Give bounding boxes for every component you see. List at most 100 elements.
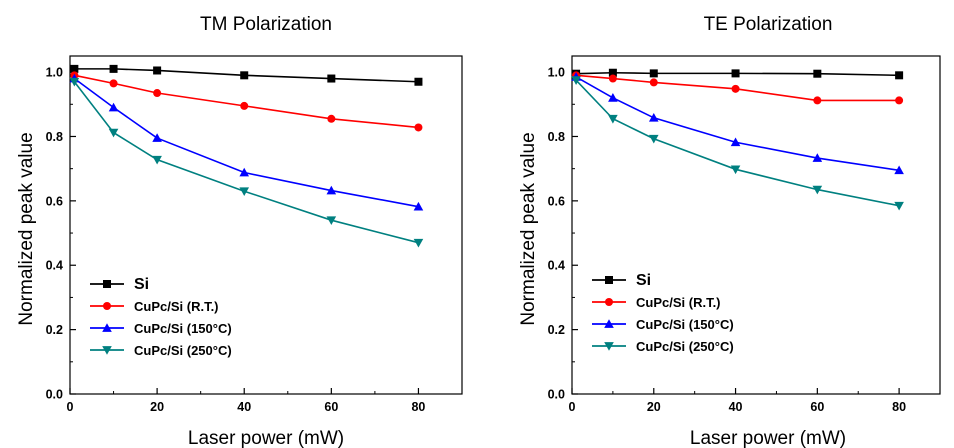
series-line-cupc-si-250-c (73, 81, 419, 244)
x-tick-label: 40 (729, 400, 743, 414)
data-point-cupc-si-250-c (648, 134, 659, 144)
x-tick-label: 40 (237, 400, 251, 414)
y-tick-label: 0.4 (46, 259, 63, 273)
x-tick-label: 20 (647, 400, 661, 414)
x-tick-label: 60 (810, 400, 824, 414)
chart-tm: TM Polarization Normalized peak value La… (16, 14, 463, 448)
data-point-si (731, 69, 740, 78)
series-line-si (74, 68, 419, 83)
data-point-cupc-si-250-c (326, 216, 337, 225)
legend-marker-cupc-si-250-c (102, 346, 112, 355)
data-point-cupc-si-150-c (152, 133, 162, 142)
data-point-si (327, 74, 336, 83)
data-point-cupc-si-r-t (153, 89, 162, 98)
data-point-cupc-si-250-c (69, 77, 80, 87)
plot-frame (69, 55, 463, 395)
y-tick-label: 0.8 (46, 130, 63, 144)
data-point-cupc-si-r-t (327, 114, 336, 123)
x-tick-label: 0 (67, 400, 74, 414)
legend-label-cupc-si-r-t: CuPc/Si (R.T.) (134, 299, 219, 314)
legend-label-si: Si (134, 276, 149, 293)
legend-label-cupc-si-250-c: CuPc/Si (250°C) (636, 339, 734, 354)
y-tick-label: 0.0 (548, 388, 565, 402)
data-point-cupc-si-250-c (108, 128, 119, 138)
data-point-cupc-si-250-c (152, 155, 162, 165)
data-point-cupc-si-150-c (326, 185, 337, 195)
series-line-cupc-si-r-t (74, 74, 419, 129)
y-tick-label: 0.8 (548, 130, 565, 144)
y-tick-label: 0.0 (46, 388, 63, 402)
data-point-si (608, 68, 617, 77)
chart-te: TE Polarization Normalized peak value La… (518, 14, 941, 448)
y-tick-label: 0.6 (46, 194, 63, 208)
data-point-si (649, 69, 658, 78)
series-line-cupc-si-r-t (576, 74, 900, 102)
legend-marker-cupc-si-r-t (605, 298, 613, 306)
legend-label-cupc-si-150-c: CuPc/Si (150°C) (636, 317, 734, 332)
y-tick-label: 0.2 (46, 323, 63, 337)
data-point-cupc-si-r-t (649, 78, 658, 87)
legend-marker-cupc-si-150-c (604, 319, 614, 328)
legend-label-si: Si (636, 272, 651, 289)
data-point-cupc-si-r-t (813, 96, 822, 105)
y-tick-label: 0.6 (548, 194, 565, 208)
data-point-cupc-si-150-c (413, 201, 424, 211)
legend-marker-si (605, 276, 613, 284)
data-point-cupc-si-150-c (730, 137, 741, 147)
plot-area-te: 0 20 40 60 80 0.0 0.2 0.4 0.6 0.8 1.0 Si CuPc/Si (R.… (548, 55, 941, 414)
plot-frame (571, 55, 941, 395)
chart-title: TE Polarization (704, 14, 833, 35)
x-tick-label: 20 (150, 400, 164, 414)
x-tick-label: 80 (892, 400, 906, 414)
data-point-si (153, 66, 162, 75)
data-point-si (240, 71, 249, 80)
x-tick-label: 80 (411, 400, 425, 414)
legend-marker-cupc-si-150-c (102, 323, 112, 332)
data-point-cupc-si-r-t (731, 84, 740, 93)
y-tick-label: 0.4 (548, 259, 565, 273)
data-point-cupc-si-150-c (648, 113, 659, 122)
data-point-si (109, 64, 118, 73)
series-line-cupc-si-250-c (575, 79, 900, 207)
data-point-cupc-si-150-c (894, 165, 904, 175)
legend-label-cupc-si-250-c: CuPc/Si (250°C) (134, 343, 232, 358)
y-axis-label: Normalized peak value (518, 132, 539, 325)
data-point-cupc-si-250-c (571, 76, 581, 85)
x-axis-label: Laser power (mW) (188, 428, 344, 448)
x-axis-label: Laser power (mW) (690, 428, 846, 448)
data-point-cupc-si-250-c (894, 201, 904, 211)
legend-label-cupc-si-150-c: CuPc/Si (150°C) (134, 321, 232, 336)
data-point-cupc-si-250-c (812, 185, 823, 195)
data-point-cupc-si-r-t (414, 123, 423, 132)
data-point-cupc-si-250-c (413, 238, 424, 248)
data-point-cupc-si-250-c (730, 165, 741, 175)
legend-marker-si (103, 280, 111, 288)
data-point-cupc-si-r-t (608, 74, 617, 83)
data-point-cupc-si-150-c (239, 167, 250, 177)
y-axis-label: Normalized peak value (16, 132, 37, 325)
data-point-cupc-si-150-c (108, 102, 119, 112)
plot-area-tm: 0 20 40 60 80 0.0 0.2 0.4 0.6 0.8 1.0 Si CuPc/Si (R.… (46, 55, 463, 414)
data-point-cupc-si-r-t (109, 79, 118, 88)
data-point-cupc-si-250-c (608, 114, 618, 124)
chart-title: TM Polarization (200, 14, 332, 35)
y-tick-label: 1.0 (46, 66, 63, 80)
legend-marker-cupc-si-r-t (103, 302, 111, 310)
legend-marker-cupc-si-250-c (604, 342, 614, 351)
data-point-cupc-si-r-t (240, 101, 249, 110)
x-tick-label: 60 (324, 400, 338, 414)
series-line-si (576, 71, 900, 77)
data-point-si (895, 71, 904, 80)
data-point-cupc-si-250-c (239, 187, 250, 196)
data-point-cupc-si-r-t (895, 96, 904, 105)
data-point-cupc-si-150-c (812, 153, 823, 162)
legend-label-cupc-si-r-t: CuPc/Si (R.T.) (636, 295, 721, 310)
y-tick-label: 0.2 (548, 323, 565, 337)
data-point-si (414, 77, 423, 86)
data-point-si (70, 64, 79, 73)
series-line-cupc-si-150-c (575, 76, 900, 172)
data-point-cupc-si-150-c (608, 93, 618, 102)
x-tick-label: 0 (569, 400, 576, 414)
y-tick-label: 1.0 (548, 66, 565, 80)
